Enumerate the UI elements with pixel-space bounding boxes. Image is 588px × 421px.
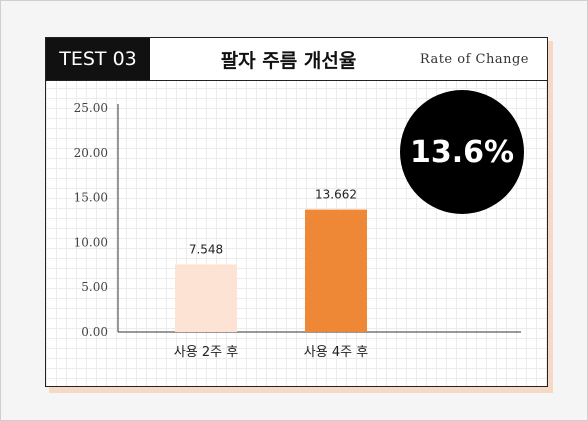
bar-value-label: 13.662 (315, 188, 357, 202)
bar (175, 264, 237, 332)
chart-title: 팔자 주름 개선율 (220, 49, 357, 72)
test-badge: TEST 03 (46, 38, 150, 80)
x-category-label: 사용 4주 후 (304, 345, 368, 360)
x-category-label: 사용 2주 후 (174, 345, 238, 360)
y-tick-label: 25.00 (74, 101, 108, 115)
y-tick-label: 5.00 (81, 280, 108, 294)
change-rate-circle: 13.6% (400, 90, 524, 214)
bar-value-label: 7.548 (189, 242, 223, 256)
y-tick-label: 0.00 (81, 325, 108, 339)
y-tick-label: 20.00 (74, 146, 108, 160)
card-header: TEST 03 팔자 주름 개선율 Rate of Change (46, 38, 547, 81)
y-tick-label: 10.00 (74, 235, 108, 249)
y-tick-label: 15.00 (74, 191, 108, 205)
chart-card: TEST 03 팔자 주름 개선율 Rate of Change 0.00 5.0… (45, 37, 548, 387)
chart-subtitle: Rate of Change (419, 51, 529, 67)
bar-chart: 0.00 5.00 10.00 15.00 20.00 25.00 7.548 사용 2주 … (74, 101, 521, 360)
bar (305, 209, 367, 332)
